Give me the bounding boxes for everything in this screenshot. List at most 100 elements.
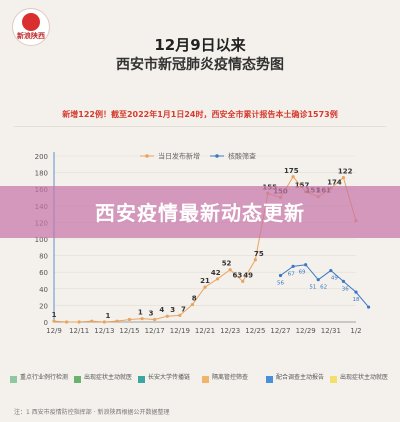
- data-label: 175: [284, 167, 299, 175]
- x-tick-label: 12/17: [145, 327, 165, 335]
- data-point: [366, 305, 371, 309]
- data-label: 49: [243, 271, 253, 279]
- x-tick-label: 12/13: [94, 327, 114, 335]
- y-tick-label: 20: [39, 302, 48, 310]
- y-tick-label: 80: [39, 253, 48, 261]
- footer-legend-item: 出现症状主动就医: [330, 372, 390, 402]
- data-label: 69: [299, 270, 306, 276]
- data-point: [354, 290, 358, 294]
- data-point: [203, 285, 207, 289]
- data-label: 62: [320, 285, 327, 291]
- data-label: 1: [52, 311, 57, 319]
- data-label: 63: [232, 271, 242, 279]
- data-point: [253, 258, 257, 262]
- footer-legend-label: 隔离管控筛查: [212, 374, 249, 381]
- y-tick-label: 100: [35, 236, 48, 244]
- data-label: 174: [327, 178, 342, 186]
- data-point: [215, 277, 220, 281]
- y-tick-label: 60: [39, 269, 48, 277]
- footer-legend-label: 长安大学传播链: [148, 374, 191, 381]
- data-label: 7: [181, 305, 186, 313]
- divider: [14, 126, 386, 127]
- data-label: 3: [149, 310, 154, 318]
- footer-legend-label: 出现症状主动就医: [340, 374, 389, 381]
- data-point: [341, 175, 346, 180]
- legend-label: 核酸筛查: [228, 152, 256, 161]
- data-label: 49: [331, 276, 338, 282]
- mascot-icon: [22, 13, 40, 31]
- data-point: [140, 317, 144, 321]
- data-point: [291, 175, 295, 179]
- footer-legend: 重点行业例行检测 出现症状主动就医 长安大学传播链 隔离管控筛查 配合调查主动报告 出现症…: [10, 372, 390, 402]
- footer-legend-swatch: [202, 376, 209, 383]
- data-label: 8: [192, 295, 197, 303]
- footer-legend-label: 出现症状主动就医: [84, 374, 133, 381]
- data-label: 36: [342, 286, 349, 292]
- data-label: 122: [338, 168, 353, 176]
- x-tick-label: 12/21: [195, 327, 215, 335]
- x-tick-label: 12/11: [69, 327, 89, 335]
- x-tick-label: 12/31: [321, 327, 341, 335]
- footer-legend-item: 长安大学传播链: [138, 372, 198, 402]
- legend-marker: [215, 154, 219, 158]
- footer-legend-label: 重点行业例行检测: [20, 374, 69, 381]
- data-label: 4: [159, 306, 164, 314]
- data-point: [153, 317, 157, 322]
- footer-legend-swatch: [138, 376, 145, 383]
- banner-headline: 西安疫情最新动态更新: [95, 201, 305, 225]
- data-label: 51: [309, 285, 316, 291]
- chart-legend: 当日发布新增 核酸筛查: [140, 152, 256, 161]
- logo-text: 新浪陕西: [17, 32, 45, 40]
- footer-legend-item: 隔离管控筛查: [202, 372, 262, 402]
- x-tick-label: 12/23: [220, 327, 240, 335]
- data-point: [304, 263, 308, 267]
- data-label: 1: [105, 312, 110, 320]
- header: 新浪陕西 12月9日以来 西安市新冠肺炎疫情态势图: [0, 0, 400, 100]
- sina-shaanxi-logo: 新浪陕西: [12, 8, 50, 46]
- x-axis: 12/9 12/11 12/13 12/15 12/17 12/19 12/21 12/23 1…: [46, 321, 362, 335]
- data-point: [291, 264, 295, 268]
- data-point: [127, 317, 132, 322]
- y-axis: 020406080100120140160180200: [35, 152, 55, 327]
- legend-marker: [145, 154, 149, 158]
- x-tick-label: 12/15: [119, 327, 139, 335]
- data-label: 18: [353, 297, 360, 303]
- x-tick-label: 1/2: [350, 327, 361, 335]
- footer-legend-swatch: [10, 376, 17, 383]
- overlay-banner: [0, 186, 400, 238]
- data-label: 75: [254, 250, 264, 258]
- page-title: 西安市新冠肺炎疫情态势图: [116, 57, 284, 73]
- data-label: 157: [295, 182, 310, 190]
- footer-legend-swatch: [74, 376, 81, 383]
- y-tick-label: 40: [39, 286, 48, 294]
- y-tick-label: 200: [35, 153, 48, 161]
- page-title-date: 12月9日以来: [154, 36, 246, 54]
- data-point: [316, 278, 320, 282]
- subtitle-summary: 新增122例！截至2022年1月1日24时，西安全市累计报告本土确诊1573例: [62, 110, 338, 119]
- legend-label: 当日发布新增: [158, 152, 200, 161]
- grid-lines: [54, 155, 356, 323]
- data-label: 1: [138, 309, 143, 317]
- data-point: [228, 268, 232, 272]
- data-label: 21: [200, 277, 210, 285]
- footer-legend-swatch: [330, 376, 337, 383]
- data-label: 52: [222, 260, 232, 268]
- data-label: 67: [288, 271, 295, 277]
- footer-legend-item: 配合调查主动报告: [266, 372, 326, 402]
- data-point: [77, 320, 81, 324]
- y-tick-label: 180: [35, 170, 48, 178]
- footer-legend-item: 重点行业例行检测: [10, 372, 70, 402]
- data-label: 56: [277, 281, 284, 287]
- data-label: 3: [170, 306, 175, 314]
- x-tick-label: 12/29: [296, 327, 316, 335]
- data-point: [52, 319, 56, 323]
- x-tick-label: 12/19: [170, 327, 190, 335]
- data-label: 42: [211, 269, 221, 277]
- data-point: [190, 302, 195, 307]
- data-point: [64, 320, 69, 324]
- footer-legend-label: 配合调查主动报告: [276, 374, 325, 381]
- footer-legend-swatch: [266, 376, 273, 383]
- data-point: [241, 279, 245, 283]
- data-point: [178, 313, 182, 317]
- data-point: [165, 314, 169, 318]
